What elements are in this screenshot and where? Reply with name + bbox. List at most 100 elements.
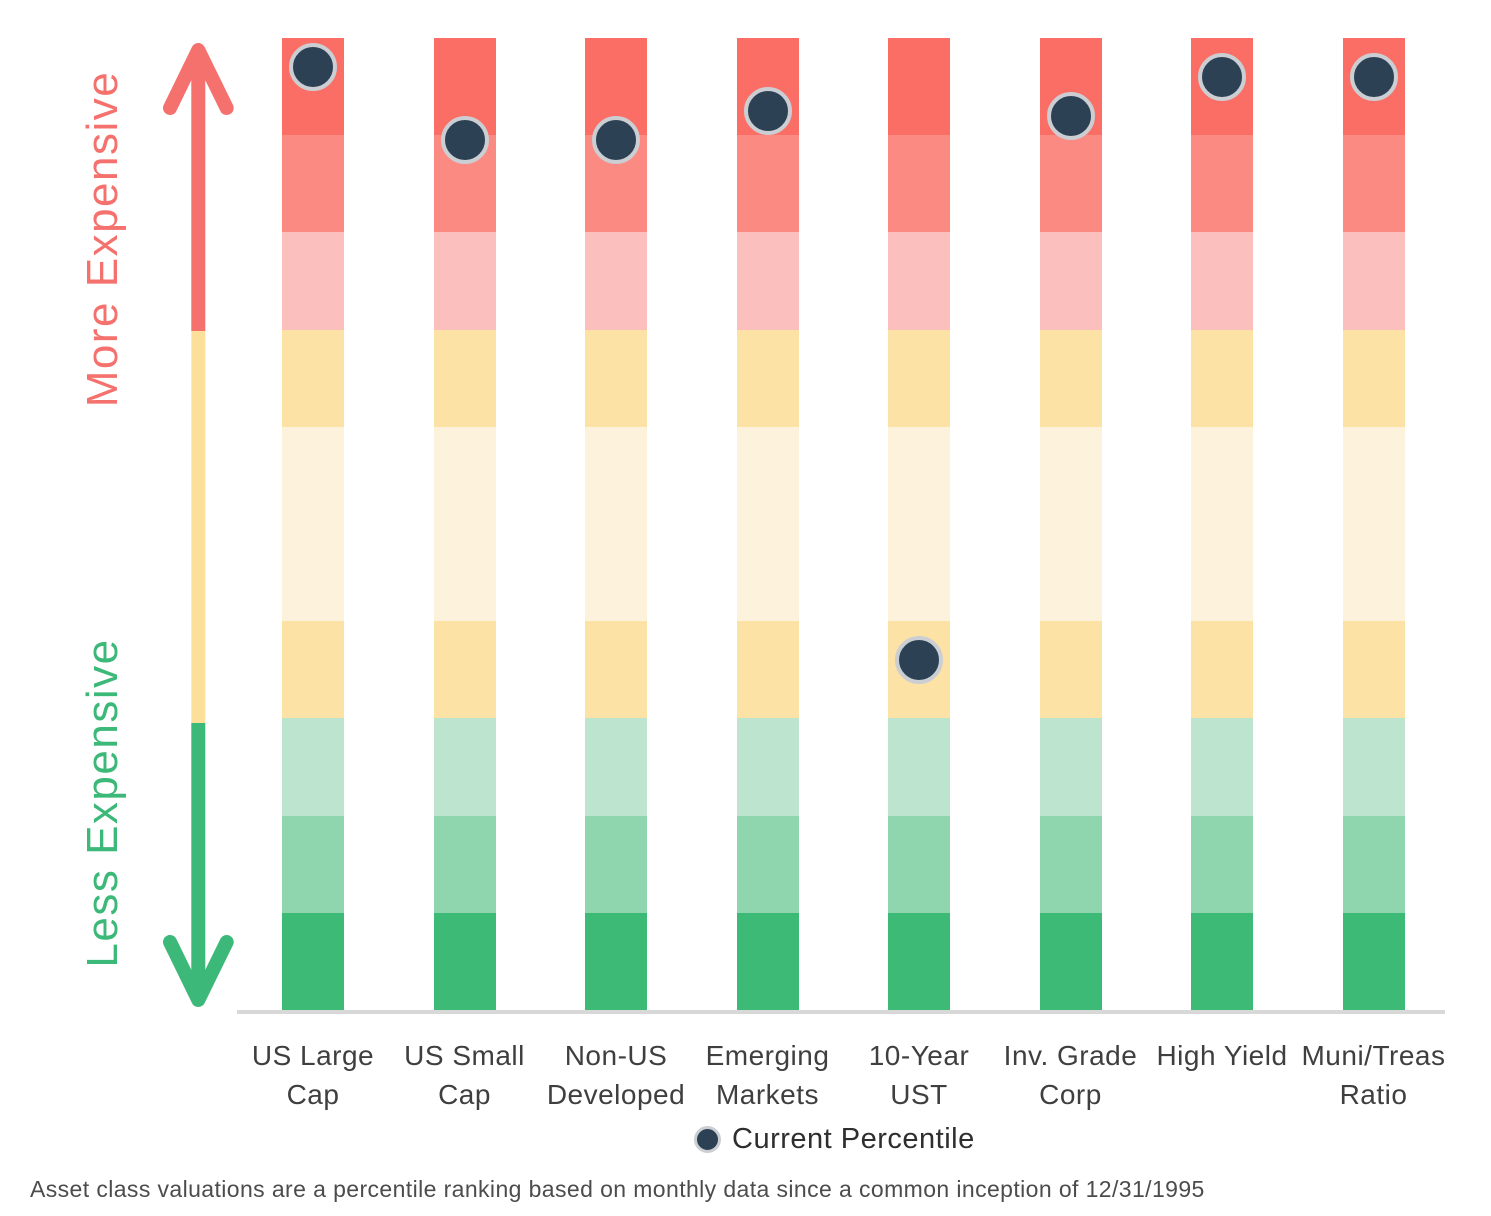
decile-band-40-50 [1191,524,1253,622]
decile-band-10-20 [888,815,950,913]
less-expensive-axis-label: Less Expensive [78,638,127,968]
expensive-scale-arrow [163,43,234,1007]
decile-band-80-90 [1039,135,1102,233]
decile-band-20-30 [1039,718,1102,816]
decile-band-0-10 [433,912,496,1011]
decile-band-20-30 [1191,718,1253,816]
decile-band-50-60 [433,426,496,525]
decile-band-40-50 [888,524,950,622]
decile-band-80-90 [888,135,950,233]
decile-band-70-80 [282,232,344,330]
bar-column-non-us-developed [585,38,647,1011]
decile-band-70-80 [585,232,647,330]
decile-band-70-80 [1342,232,1405,330]
decile-band-10-20 [282,815,344,913]
decile-band-10-20 [1342,815,1405,913]
decile-band-70-80 [1191,232,1253,330]
bar-column-us-large-cap [282,38,344,1011]
decile-band-0-10 [282,912,344,1011]
decile-band-60-70 [1191,329,1253,427]
decile-band-0-10 [1342,912,1405,1011]
category-label-non-us-developed: Non-US Developed [546,1040,686,1110]
decile-band-0-10 [1191,912,1253,1011]
decile-band-40-50 [1342,524,1405,622]
decile-band-80-90 [736,135,799,233]
current-percentile-legend-dot-icon [694,1125,721,1153]
current-percentile-dot-high-yield [1198,52,1246,101]
bar-column-high-yield [1191,38,1253,1011]
more-expensive-axis-label: More Expensive [78,70,127,408]
decile-band-60-70 [1342,329,1405,427]
current-percentile-dot-muni-treas-ratio [1349,52,1398,101]
current-percentile-dot-10-year-ust [895,636,943,685]
decile-band-0-10 [736,912,799,1011]
decile-band-10-20 [1191,815,1253,913]
legend: Current Percentile [694,1122,975,1156]
decile-band-20-30 [282,718,344,816]
decile-band-0-10 [1039,912,1102,1011]
decile-band-30-40 [1039,621,1102,719]
decile-band-40-50 [585,524,647,622]
current-percentile-dot-emerging-markets [743,86,792,135]
decile-band-60-70 [1039,329,1102,427]
decile-band-40-50 [433,524,496,622]
decile-band-80-90 [282,135,344,233]
current-percentile-dot-non-us-developed [592,116,640,165]
decile-band-10-20 [736,815,799,913]
decile-band-80-90 [1342,135,1405,233]
decile-band-40-50 [282,524,344,622]
decile-band-70-80 [433,232,496,330]
baseline-axis [237,1010,1445,1014]
decile-band-50-60 [1342,426,1405,525]
decile-band-50-60 [1039,426,1102,525]
decile-band-20-30 [433,718,496,816]
legend-label: Current Percentile [732,1122,975,1155]
decile-band-60-70 [888,329,950,427]
category-label-us-small-cap: US Small Cap [404,1040,525,1110]
decile-band-60-70 [282,329,344,427]
bar-column-us-small-cap [433,38,496,1011]
decile-band-50-60 [888,426,950,525]
decile-band-20-30 [1342,718,1405,816]
decile-band-20-30 [888,718,950,816]
category-label-inv-grade-corp: Inv. Grade Corp [1003,1040,1138,1110]
decile-band-30-40 [1191,621,1253,719]
decile-band-40-50 [736,524,799,622]
decile-band-50-60 [585,426,647,525]
decile-band-70-80 [1039,232,1102,330]
decile-band-50-60 [1191,426,1253,525]
decile-band-30-40 [433,621,496,719]
bar-column-10-year-ust [888,38,950,1011]
decile-band-10-20 [433,815,496,913]
decile-band-40-50 [1039,524,1102,622]
decile-band-60-70 [585,329,647,427]
decile-band-70-80 [888,232,950,330]
bar-column-emerging-markets [736,38,799,1011]
down-arrow-icon [163,935,234,1007]
decile-band-30-40 [282,621,344,719]
category-label-us-large-cap: US Large Cap [251,1040,375,1110]
bar-column-inv-grade-corp [1039,38,1102,1011]
decile-band-0-10 [888,912,950,1011]
decile-band-30-40 [585,621,647,719]
decile-band-20-30 [736,718,799,816]
footnote-text: Asset class valuations are a percentile … [30,1176,1205,1202]
decile-band-50-60 [736,426,799,525]
decile-band-20-30 [585,718,647,816]
decile-band-60-70 [736,329,799,427]
decile-band-90-100 [888,38,950,136]
decile-band-80-90 [1191,135,1253,233]
decile-band-30-40 [736,621,799,719]
category-label-muni-treas-ratio: Muni/Treas Ratio [1301,1040,1446,1110]
current-percentile-dot-us-small-cap [440,116,489,165]
decile-band-60-70 [433,329,496,427]
bar-column-muni-treas-ratio [1342,38,1405,1011]
category-label-emerging-markets: Emerging Markets [705,1040,830,1110]
up-arrow-icon [163,43,234,115]
current-percentile-dot-us-large-cap [289,43,337,92]
current-percentile-dot-inv-grade-corp [1046,91,1095,140]
decile-band-10-20 [1039,815,1102,913]
category-label-high-yield: High Yield [1156,1040,1288,1071]
decile-band-50-60 [282,426,344,525]
